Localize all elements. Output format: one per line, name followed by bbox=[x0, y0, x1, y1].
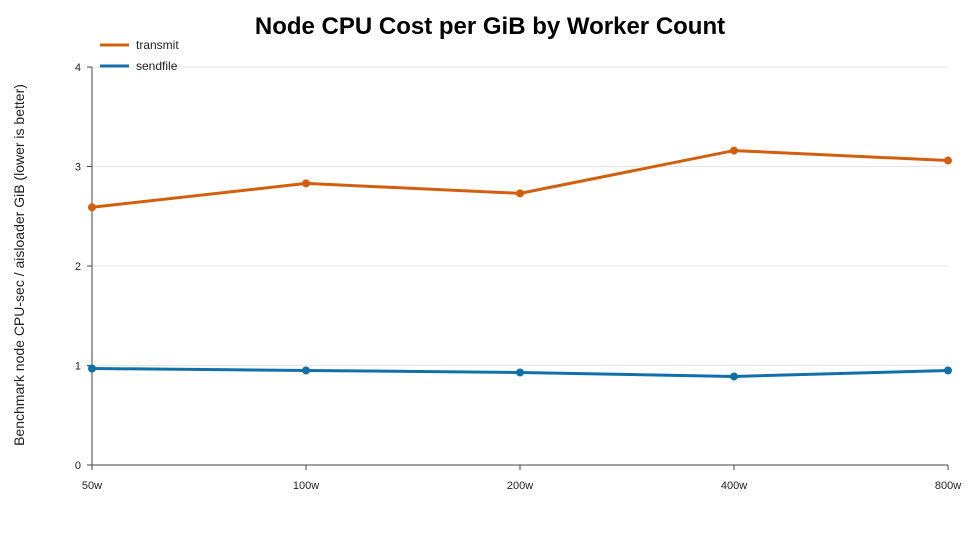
data-point-transmit-50w bbox=[88, 203, 96, 212]
x-tick-label: 400w bbox=[721, 480, 747, 492]
legend: transmit sendfile bbox=[100, 38, 179, 73]
data-point-sendfile-100w bbox=[302, 366, 310, 375]
x-tick-label: 800w bbox=[935, 480, 961, 492]
y-axis-label: Benchmark node CPU-sec / aisloader GiB (… bbox=[11, 84, 27, 446]
x-tick-label: 100w bbox=[293, 480, 319, 492]
y-tick-label: 2 bbox=[75, 261, 81, 273]
grid-lines bbox=[92, 66, 948, 366]
series-group bbox=[88, 146, 952, 381]
data-point-sendfile-400w bbox=[730, 372, 738, 381]
data-point-sendfile-50w bbox=[88, 364, 96, 373]
data-point-transmit-800w bbox=[944, 156, 952, 165]
x-tick-label: 50w bbox=[82, 480, 102, 492]
y-tick-label: 3 bbox=[75, 162, 81, 174]
y-tick-label: 0 bbox=[75, 460, 81, 472]
x-tick-labels: 50w 100w 200w 400w 800w bbox=[82, 465, 961, 492]
data-point-transmit-200w bbox=[516, 189, 524, 198]
y-tick-label: 4 bbox=[75, 62, 81, 74]
legend-label-transmit: transmit bbox=[136, 38, 179, 52]
data-point-sendfile-800w bbox=[944, 366, 952, 375]
legend-label-sendfile: sendfile bbox=[136, 59, 178, 73]
series-line-transmit bbox=[90, 149, 950, 209]
data-point-transmit-400w bbox=[730, 146, 738, 155]
data-point-transmit-100w bbox=[302, 179, 310, 188]
chart-title: Node CPU Cost per GiB by Worker Count bbox=[255, 13, 725, 40]
y-tick-label: 1 bbox=[75, 361, 81, 373]
y-tick-labels: 0 1 2 3 4 bbox=[75, 62, 92, 472]
x-tick-label: 200w bbox=[507, 480, 533, 492]
data-point-sendfile-200w bbox=[516, 368, 524, 377]
